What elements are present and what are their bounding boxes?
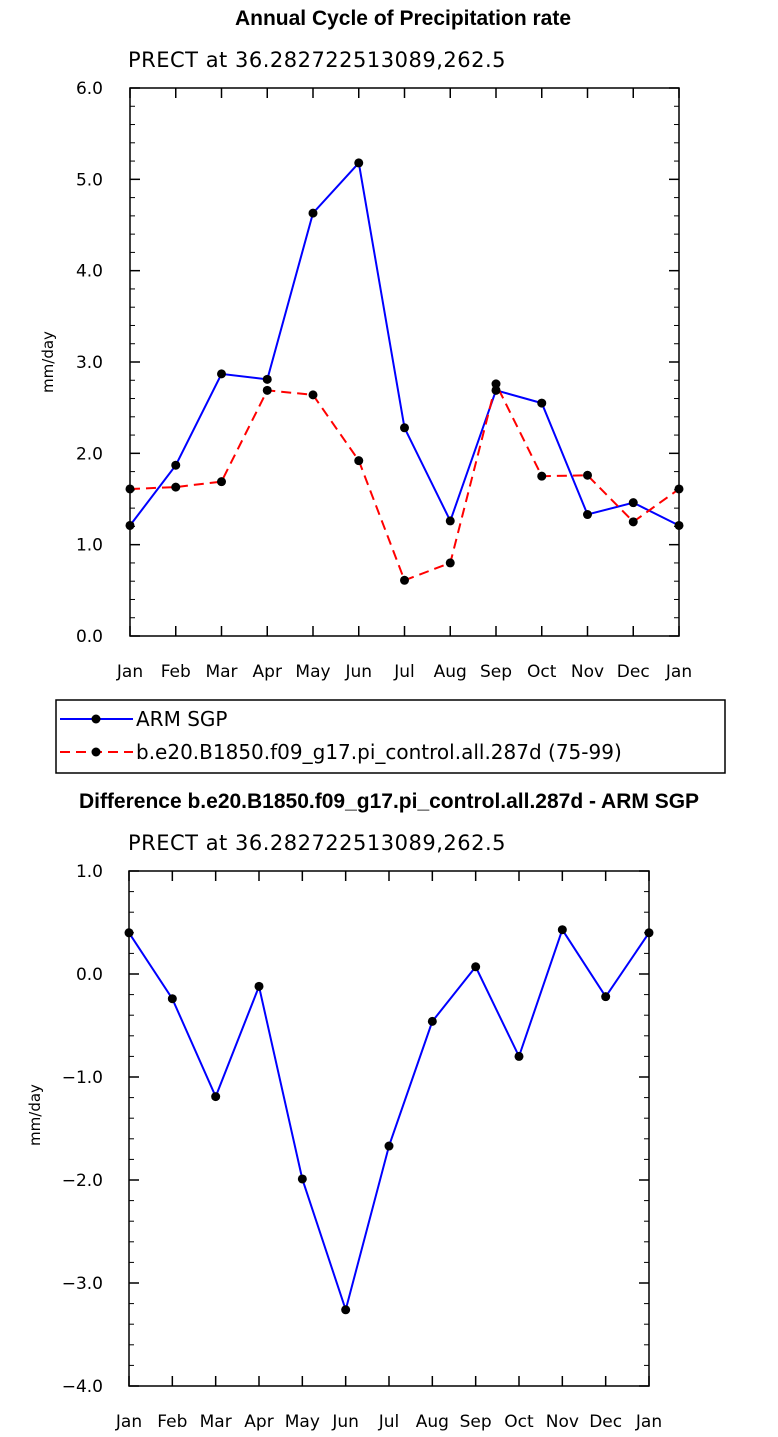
chart1-series-1-point bbox=[262, 385, 272, 395]
chart1-ytick-label: 0.0 bbox=[76, 627, 103, 647]
chart1-xtick-label: Jan bbox=[665, 662, 692, 682]
chart2-xtick-label: Dec bbox=[589, 1412, 622, 1432]
chart1-ytick-label: 1.0 bbox=[76, 536, 103, 556]
chart1-series-0-point bbox=[445, 516, 455, 526]
chart1-xtick-label: Apr bbox=[253, 662, 282, 682]
chart1-series-0-point bbox=[262, 374, 272, 384]
chart1-series-0-point bbox=[674, 520, 684, 530]
chart1-xtick-label: Oct bbox=[527, 662, 557, 682]
chart1-xtick-label: Jan bbox=[116, 662, 143, 682]
legend-box bbox=[55, 699, 726, 774]
chart2-ytick-label: −4.0 bbox=[62, 1377, 103, 1397]
chart2-plot-frame bbox=[128, 870, 650, 1387]
chart1-series-1-point bbox=[674, 484, 684, 494]
chart2-series-0-point bbox=[514, 1051, 524, 1061]
legend-label-arm-sgp: ARM SGP bbox=[136, 707, 227, 731]
legend-marker-arm-sgp bbox=[91, 714, 101, 724]
chart1-ytick-label: 4.0 bbox=[76, 262, 103, 282]
chart2-xtick-label: May bbox=[285, 1412, 320, 1432]
chart1-ytick-label: 3.0 bbox=[76, 353, 103, 373]
chart1-series-0-point bbox=[308, 208, 318, 218]
chart1-series-1-point bbox=[125, 484, 135, 494]
chart1-xtick-label: Jun bbox=[344, 662, 372, 682]
chart2-xtick-label: Feb bbox=[157, 1412, 187, 1432]
chart2-ytick-label: 0.0 bbox=[76, 965, 103, 985]
chart1-xtick-label: Jul bbox=[393, 662, 415, 682]
chart1-series-1-point bbox=[400, 575, 409, 585]
chart2-xtick-label: Sep bbox=[460, 1412, 492, 1432]
chart2-series-0-point bbox=[384, 1141, 394, 1151]
chart1-series-0-point bbox=[400, 423, 409, 433]
chart2-xtick-label: Jul bbox=[378, 1412, 400, 1432]
chart2-series-0-line bbox=[128, 927, 650, 1314]
chart2-ytick-label: 1.0 bbox=[76, 862, 103, 882]
chart2-series-0-point bbox=[167, 994, 177, 1004]
chart1-series-0-point bbox=[171, 460, 181, 470]
chart1-xtick-label: Dec bbox=[617, 662, 650, 682]
chart2-xtick-label: Jan bbox=[115, 1412, 142, 1432]
chart1-series-1-point bbox=[308, 390, 318, 400]
chart1-ytick-label: 2.0 bbox=[76, 444, 103, 464]
chart1-plot-frame bbox=[129, 87, 680, 637]
chart1-xtick-label: Nov bbox=[571, 662, 604, 682]
chart1-series-0-line bbox=[129, 160, 680, 527]
chart1-series-0-point bbox=[628, 498, 638, 508]
chart1-series-1-point bbox=[583, 470, 592, 480]
chart2-series-0-point bbox=[557, 925, 567, 935]
chart1-series-1-point bbox=[445, 558, 455, 568]
chart2-xtick-label: Apr bbox=[244, 1412, 273, 1432]
chart2-title: Difference b.e20.B1850.f09_g17.pi_contro… bbox=[79, 790, 699, 813]
chart2-series-0-point bbox=[254, 981, 264, 991]
chart2-ylabel: mm/day bbox=[26, 1084, 44, 1146]
chart1-ylabel: mm/day bbox=[39, 331, 57, 393]
chart1-series-1-point bbox=[217, 477, 226, 487]
chart1-ytick-label: 5.0 bbox=[76, 170, 103, 190]
chart2-xtick-label: Mar bbox=[200, 1412, 232, 1432]
chart1-series-0-point bbox=[537, 398, 547, 408]
legend-marker-model bbox=[91, 747, 101, 757]
chart1-series-1-point bbox=[628, 517, 638, 527]
chart2-xtick-label: Aug bbox=[416, 1412, 449, 1432]
chart1-series-1-line bbox=[129, 381, 680, 582]
chart2-series-0-point bbox=[471, 962, 481, 972]
chart2-series-0-point bbox=[124, 928, 134, 938]
chart2-series-0-point bbox=[427, 1016, 437, 1026]
chart1-xtick-label: Sep bbox=[480, 662, 512, 682]
chart2-xtick-label: Nov bbox=[546, 1412, 579, 1432]
chart2-subtitle: PRECT at 36.282722513089,262.5 bbox=[128, 831, 506, 855]
chart2-series-0-point bbox=[601, 992, 611, 1002]
chart2-xtick-label: Jun bbox=[331, 1412, 359, 1432]
chart1-xtick-label: Mar bbox=[205, 662, 237, 682]
chart2-ytick-label: −1.0 bbox=[62, 1068, 103, 1088]
chart1-series-1-point bbox=[491, 379, 501, 389]
chart2-xtick-label: Oct bbox=[504, 1412, 534, 1432]
chart1-ytick-label: 6.0 bbox=[76, 79, 103, 99]
chart1-series-1-point bbox=[537, 471, 547, 481]
chart1-xtick-label: Feb bbox=[161, 662, 191, 682]
chart1-series-0-point bbox=[217, 369, 226, 379]
chart2-series-0-point bbox=[211, 1092, 221, 1102]
chart1-series-0-point bbox=[125, 520, 135, 530]
chart1-series-1-point bbox=[354, 456, 364, 466]
chart1-series-0-point bbox=[583, 510, 592, 520]
legend: ARM SGP b.e20.B1850.f09_g17.pi_control.a… bbox=[55, 699, 726, 774]
chart2-xtick-label: Jan bbox=[635, 1412, 662, 1432]
chart1-series-0-point bbox=[354, 158, 364, 168]
chart2-series-0-point bbox=[297, 1174, 307, 1184]
chart1-xtick-label: Aug bbox=[434, 662, 467, 682]
chart1-xtick-label: May bbox=[295, 662, 330, 682]
chart2-series-0-point bbox=[341, 1305, 351, 1315]
chart1-title: Annual Cycle of Precipitation rate bbox=[235, 7, 571, 30]
legend-label-model: b.e20.B1850.f09_g17.pi_control.all.287d … bbox=[136, 740, 622, 764]
chart1-series-1-point bbox=[171, 482, 181, 492]
chart2-ytick-label: −3.0 bbox=[62, 1274, 103, 1294]
chart1-subtitle: PRECT at 36.282722513089,262.5 bbox=[128, 48, 506, 72]
chart1-series-0-point bbox=[491, 385, 501, 395]
chart2-series-0-point bbox=[644, 928, 654, 938]
chart2-ytick-label: −2.0 bbox=[62, 1171, 103, 1191]
